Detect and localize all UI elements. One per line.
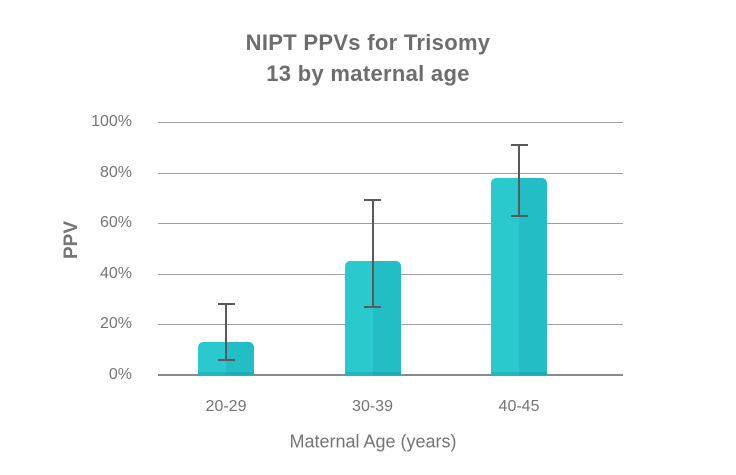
- x-tick-label-20-29: 20-29: [205, 398, 247, 415]
- y-tick-label-40: 40%: [99, 264, 132, 282]
- error-bar-top-cap-40-45: [510, 143, 528, 146]
- gridline-60: [158, 223, 623, 225]
- chart-title: NIPT PPVs for Trisomy 13 by maternal age: [0, 27, 736, 89]
- error-bar-line-40-45: [518, 144, 520, 216]
- error-bar-top-cap-20-29: [217, 303, 235, 306]
- x-tick-label-30-39: 30-39: [352, 398, 393, 415]
- x-axis-baseline: [158, 374, 623, 376]
- error-bar-line-30-39: [371, 200, 374, 307]
- y-tick-label-60: 60%: [99, 214, 132, 232]
- y-axis-tick-labels: 0% 20% 40% 60% 80% 100%: [0, 113, 132, 383]
- chart-title-line-2: 13 by maternal age: [266, 61, 470, 86]
- y-tick-label-20: 20%: [99, 315, 132, 333]
- gridline-80: [158, 172, 623, 174]
- x-axis-title: Maternal Age (years): [289, 431, 457, 452]
- x-tick-label-40-45: 40-45: [498, 398, 540, 415]
- error-bar-bottom-cap-40-45: [510, 214, 528, 217]
- error-bar-bottom-cap-30-39: [364, 305, 381, 308]
- plot-area: [158, 122, 623, 376]
- gridline-100: [158, 122, 623, 123]
- y-tick-label-0: 0%: [108, 366, 132, 383]
- y-tick-label-100: 100%: [91, 113, 132, 130]
- error-bar-top-cap-30-39: [364, 199, 381, 202]
- y-tick-label-80: 80%: [99, 163, 132, 181]
- error-bar-line-20-29: [225, 304, 227, 360]
- error-bar-bottom-cap-20-29: [217, 358, 235, 361]
- x-axis-tick-labels: 20-29 30-39 40-45: [158, 398, 623, 420]
- chart-title-line-1: NIPT PPVs for Trisomy: [245, 30, 491, 55]
